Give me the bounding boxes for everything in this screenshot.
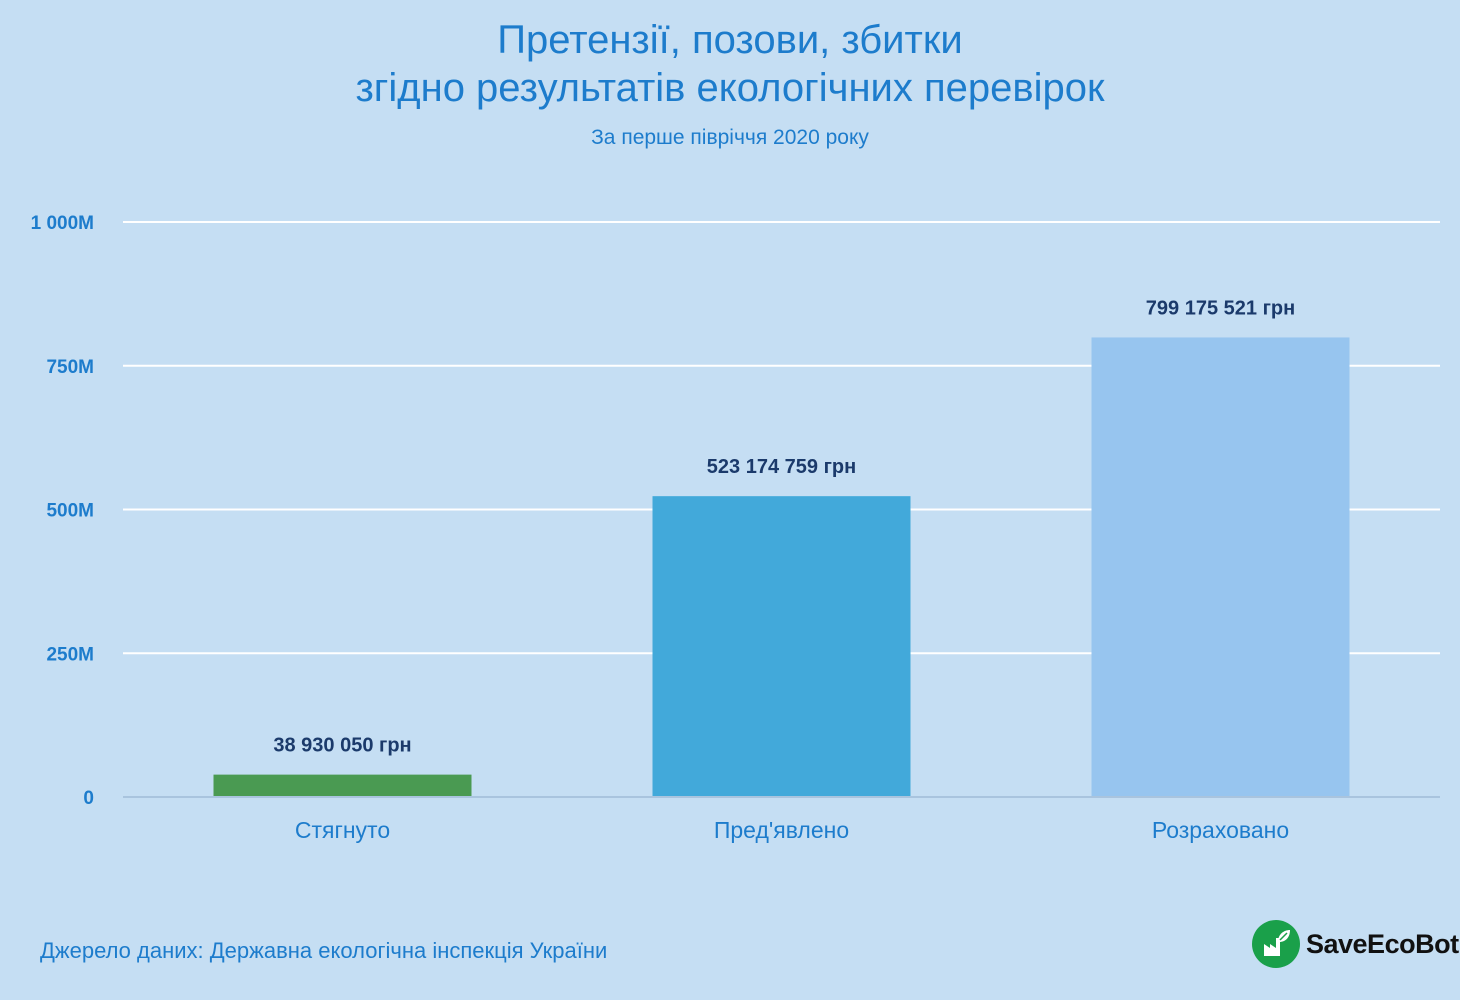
chart-title-line-2: згідно результатів екологічних перевірок <box>355 66 1105 110</box>
x-tick-label: Розраховано <box>1152 817 1289 843</box>
y-tick-label: 250M <box>46 644 94 665</box>
data-label: 523 174 759 грн <box>707 456 856 478</box>
y-tick-label: 0 <box>83 788 94 809</box>
saveecobot-logo: SaveEcoBot <box>1252 920 1459 968</box>
data-label: 38 930 050 грн <box>273 735 411 757</box>
chart-subtitle: За перше півріччя 2020 року <box>591 126 869 149</box>
leaf-factory-icon <box>1252 920 1300 968</box>
bar <box>213 774 472 796</box>
y-tick-label: 1 000M <box>31 213 94 234</box>
y-tick-label: 500M <box>46 501 94 522</box>
chart-title-block: Претензії, позови, збитки згідно результ… <box>0 16 1460 150</box>
data-label: 799 175 521 грн <box>1146 297 1295 319</box>
x-tick-label: Стягнуто <box>295 817 390 843</box>
bar <box>1091 337 1350 796</box>
y-tick-label: 750M <box>46 357 94 378</box>
bar <box>652 496 911 796</box>
logo-text: SaveEcoBot <box>1306 928 1459 959</box>
data-source-note: Джерело даних: Державна екологічна інспе… <box>40 938 608 963</box>
chart-title-line-1: Претензії, позови, збитки <box>497 18 963 62</box>
bar-chart: 0 250M 500M 750M 1 000M 38 930 050 грн Стягнут… <box>31 213 1440 843</box>
x-tick-label: Пред'явлено <box>714 817 849 843</box>
